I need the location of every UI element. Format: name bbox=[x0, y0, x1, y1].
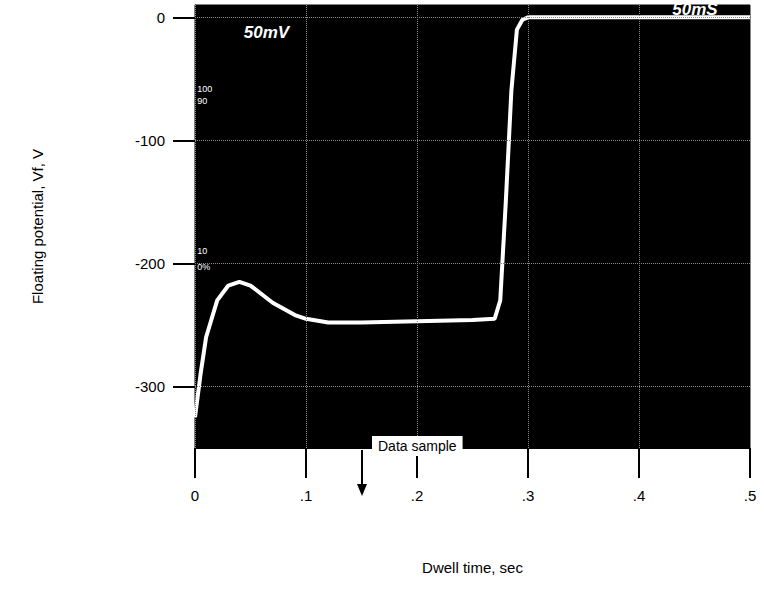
svg-text:10: 10 bbox=[197, 246, 207, 256]
svg-text:Data sample: Data sample bbox=[378, 438, 457, 454]
svg-text:90: 90 bbox=[197, 96, 207, 106]
svg-text:100: 100 bbox=[197, 84, 212, 94]
svg-text:.1: .1 bbox=[300, 487, 313, 504]
svg-text:-200: -200 bbox=[135, 255, 165, 272]
svg-text:0: 0 bbox=[191, 487, 199, 504]
svg-text:.3: .3 bbox=[522, 487, 535, 504]
svg-text:0: 0 bbox=[157, 9, 165, 26]
svg-text:50mV: 50mV bbox=[244, 23, 291, 42]
svg-text:Dwell time, sec: Dwell time, sec bbox=[422, 559, 523, 576]
svg-text:Floating potential, Vf, V: Floating potential, Vf, V bbox=[29, 149, 46, 304]
svg-text:.5: .5 bbox=[744, 487, 757, 504]
svg-text:.4: .4 bbox=[633, 487, 646, 504]
svg-text:-100: -100 bbox=[135, 132, 165, 149]
svg-text:.2: .2 bbox=[411, 487, 424, 504]
svg-text:0%: 0% bbox=[197, 262, 210, 272]
svg-text:50mS: 50mS bbox=[672, 0, 718, 19]
svg-text:-300: -300 bbox=[135, 378, 165, 395]
